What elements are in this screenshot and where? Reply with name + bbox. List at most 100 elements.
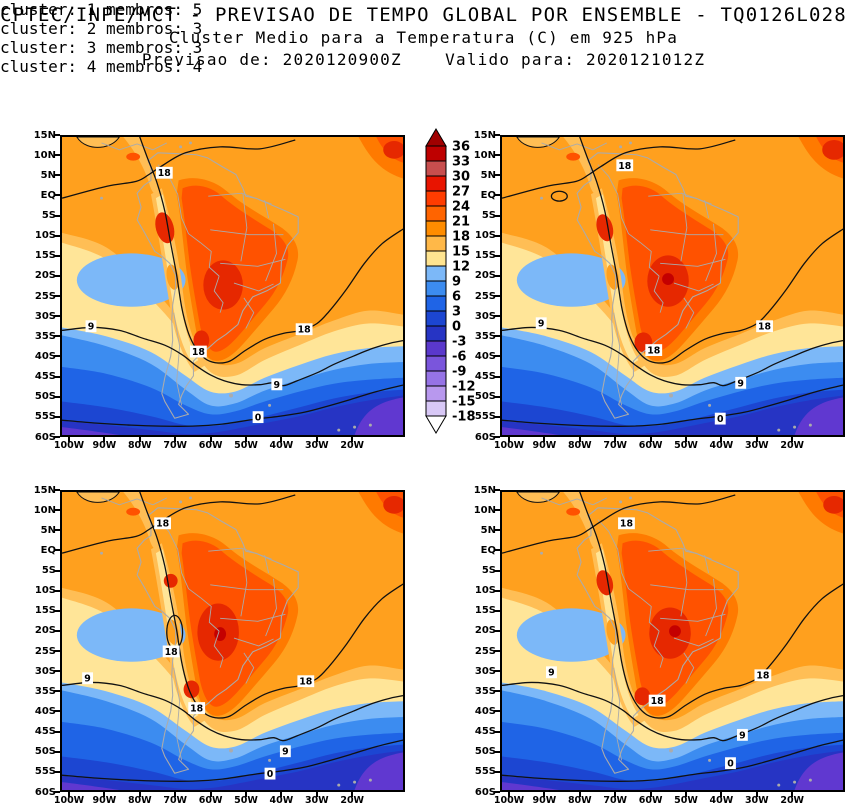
lon-tick (174, 437, 177, 442)
colorbar-tick-label: 3 (452, 305, 461, 320)
lon-tick (649, 437, 652, 442)
lat-tick-label: 15N (473, 484, 496, 496)
map-shading (502, 492, 843, 790)
lat-tick (54, 395, 60, 398)
lon-tick (68, 792, 70, 797)
lon-tick-label: 40W (709, 440, 734, 451)
lat-tick (54, 650, 60, 653)
svg-text:18: 18 (620, 519, 633, 530)
colorbar-band (425, 190, 447, 207)
contour-label: 18 (189, 345, 207, 358)
lon-tick (649, 792, 652, 797)
colorbar-band (425, 385, 447, 402)
lon-tick-label: 30W (744, 795, 769, 803)
contour-label: 9 (535, 317, 547, 330)
lat-tick (54, 589, 60, 592)
lat-tick (54, 274, 60, 277)
map-coastline (100, 141, 372, 432)
colorbar-arrow-top (425, 128, 447, 147)
lat-tick-label: 15N (33, 484, 56, 496)
lon-tick (791, 792, 794, 797)
warm-core (634, 687, 651, 706)
svg-text:18: 18 (192, 347, 205, 358)
lon-tick (209, 792, 212, 797)
lon-tick (791, 437, 794, 442)
contour-label: 9 (271, 378, 283, 391)
lon-tick-label: 20W (780, 795, 805, 803)
lat-tick (494, 569, 500, 572)
colorbar-tick-label: -15 (452, 395, 476, 410)
lat-tick (494, 355, 500, 358)
lon-tick (543, 792, 546, 797)
lat-tick (54, 750, 60, 753)
lat-tick-label: 5N (40, 169, 56, 181)
page-subtitle: Cluster Medio para a Temperatura (C) em … (168, 28, 679, 47)
lat-tick-label: 35S (34, 330, 56, 342)
lon-tick-label: 80W (567, 440, 592, 451)
lat-tick (494, 690, 500, 693)
lat-tick (494, 489, 500, 491)
colorbar-tick-label: -3 (452, 335, 466, 350)
lat-tick (494, 214, 500, 217)
lat-tick-label: 20S (34, 270, 56, 282)
map-panel-cluster-3: 18 18 9 18 18 9 0 (60, 490, 405, 792)
lat-tick (494, 335, 500, 338)
colorbar-band (425, 205, 447, 222)
lon-tick-label: 30W (304, 440, 329, 451)
lon-tick-label: 30W (744, 440, 769, 451)
lat-tick (494, 436, 500, 438)
colorbar: 36 33 30 27 24 21 18 15 12 9 6 3 0 -3 -6 -9 -12 -15 -18 (425, 128, 495, 440)
colorbar-band (425, 250, 447, 267)
lat-tick-label: 10S (34, 585, 56, 597)
warm-core (383, 495, 403, 514)
map-contours (502, 137, 843, 427)
lat-tick-label: 25S (34, 290, 56, 302)
lat-tick-label: 45S (474, 371, 496, 383)
lon-tick-label: 20W (340, 795, 365, 803)
contour-label: 18 (618, 517, 635, 530)
map-contours (62, 492, 403, 782)
lat-tick-label: 5S (41, 565, 56, 577)
svg-text:18: 18 (756, 671, 769, 682)
lon-tick (755, 437, 758, 442)
lat-tick-label: 20S (474, 625, 496, 637)
lat-tick-label: 5S (41, 210, 56, 222)
lon-tick (245, 437, 247, 442)
lat-tick (494, 509, 500, 512)
contour-label: 18 (188, 702, 206, 715)
contour-label: 9 (546, 666, 557, 679)
lat-tick (494, 134, 500, 136)
lat-tick (494, 710, 500, 713)
lon-tick-label: 90W (532, 440, 557, 451)
page-title: CPTEC/INPE/MCT - PREVISAO DE TEMPO GLOBA… (0, 4, 847, 26)
lat-tick-label: 25S (474, 645, 496, 657)
lat-tick-label: 5S (481, 565, 496, 577)
contour-label: 9 (279, 745, 291, 758)
colorbar-tick-label: 12 (452, 260, 470, 275)
lon-tick (614, 437, 617, 442)
svg-text:18: 18 (299, 677, 312, 688)
svg-text:18: 18 (298, 325, 311, 336)
lat-tick-label: 40S (34, 350, 56, 362)
lat-tick (54, 529, 60, 532)
lat-tick (494, 549, 500, 552)
lon-tick (543, 437, 546, 442)
lon-tick-label: 90W (92, 440, 117, 451)
lat-tick-label: 20S (474, 270, 496, 282)
forecast-valid-times: Previsao de: 2020120900Z Valido para: 20… (141, 50, 706, 69)
lat-tick (494, 174, 500, 177)
colorbar-tick-label: 27 (452, 185, 470, 200)
lat-tick (54, 295, 60, 298)
lat-tick-label: 5N (480, 169, 496, 181)
colorbar-band (425, 325, 447, 342)
lat-tick-label: 50S (474, 391, 496, 403)
lat-tick-label: 55S (34, 411, 56, 423)
lat-tick (54, 134, 60, 136)
lon-tick-label: 90W (92, 795, 117, 803)
lat-tick-label: 10N (33, 149, 56, 161)
lat-tick (494, 395, 500, 398)
warm-core (383, 140, 403, 159)
lat-tick (54, 415, 60, 418)
